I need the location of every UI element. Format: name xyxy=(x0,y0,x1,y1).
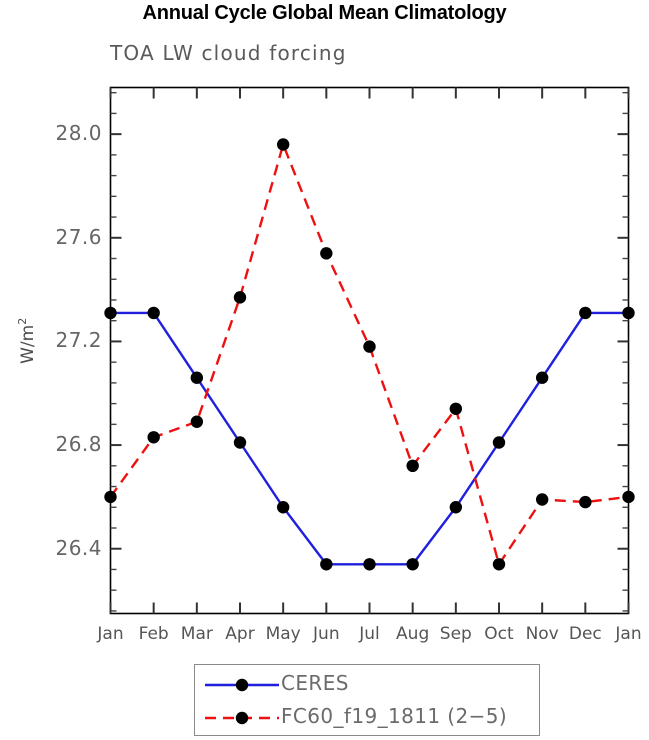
y-tick-label: 27.6 xyxy=(55,224,102,249)
x-tick-label: Nov xyxy=(525,623,559,644)
legend-marker xyxy=(235,711,249,725)
series-line-FC60_f19_1811 (2−5) xyxy=(109,140,629,568)
x-tick-label: Mar xyxy=(180,623,213,644)
data-point-marker xyxy=(147,431,160,444)
x-tick-label: Jan xyxy=(97,623,124,644)
chart-title: Annual Cycle Global Mean Climatology xyxy=(142,2,507,24)
data-point-marker xyxy=(535,493,549,506)
x-tick-label: Jun xyxy=(313,623,340,644)
legend-swatch-line-0 xyxy=(205,678,279,692)
data-point-marker xyxy=(579,306,592,320)
data-point-marker xyxy=(190,371,204,384)
x-tick-label: May xyxy=(265,623,301,644)
data-point-marker xyxy=(233,436,247,449)
legend-marker xyxy=(235,678,249,692)
data-point-marker xyxy=(492,436,506,449)
legend-swatch-line-1 xyxy=(205,711,279,725)
data-point-marker xyxy=(449,501,463,514)
data-point-marker xyxy=(449,402,463,415)
data-point-marker xyxy=(276,138,290,151)
x-tick-label: Sep xyxy=(439,623,472,644)
chart-subtitle: TOA LW cloud forcing xyxy=(110,41,347,65)
y-tick-label: 28.0 xyxy=(55,121,102,146)
y-tick-label: 27.2 xyxy=(55,328,102,353)
data-point-marker xyxy=(363,340,376,353)
data-point-marker xyxy=(190,415,204,428)
data-point-marker xyxy=(320,558,333,571)
data-point-marker xyxy=(579,495,592,509)
data-point-marker xyxy=(492,558,506,571)
x-tick-label: Aug xyxy=(396,623,430,644)
x-tick-label: Jan xyxy=(615,623,642,644)
x-tick-label: Dec xyxy=(568,623,602,644)
data-point-marker xyxy=(406,558,419,571)
x-tick-label: Feb xyxy=(138,623,169,644)
legend-item-1: FC60_f19_1811 (2−5) xyxy=(195,700,539,735)
data-point-marker xyxy=(104,306,117,320)
data-point-marker xyxy=(320,247,333,260)
data-point-marker xyxy=(276,501,290,514)
axis-ticks xyxy=(109,87,630,614)
legend-item-0: CERES xyxy=(195,667,539,702)
y-tick-label: 26.4 xyxy=(55,535,102,560)
data-point-marker xyxy=(104,490,117,504)
x-tick-label: Jul xyxy=(359,623,380,644)
data-point-marker xyxy=(535,371,549,384)
data-point-marker xyxy=(233,291,247,304)
data-point-marker xyxy=(622,306,635,320)
legend: CERES FC60_f19_1811 (2−5) xyxy=(194,664,540,736)
data-point-marker xyxy=(147,306,160,320)
legend-label-0: CERES xyxy=(281,671,349,695)
x-tick-label: Oct xyxy=(484,623,514,644)
legend-label-1: FC60_f19_1811 (2−5) xyxy=(281,704,508,728)
y-tick-label: 26.8 xyxy=(55,432,102,457)
data-point-marker xyxy=(406,459,419,473)
data-point-marker xyxy=(622,490,635,504)
data-series-layer xyxy=(104,138,635,571)
data-point-marker xyxy=(363,558,376,571)
x-tick-label: Apr xyxy=(225,623,255,644)
